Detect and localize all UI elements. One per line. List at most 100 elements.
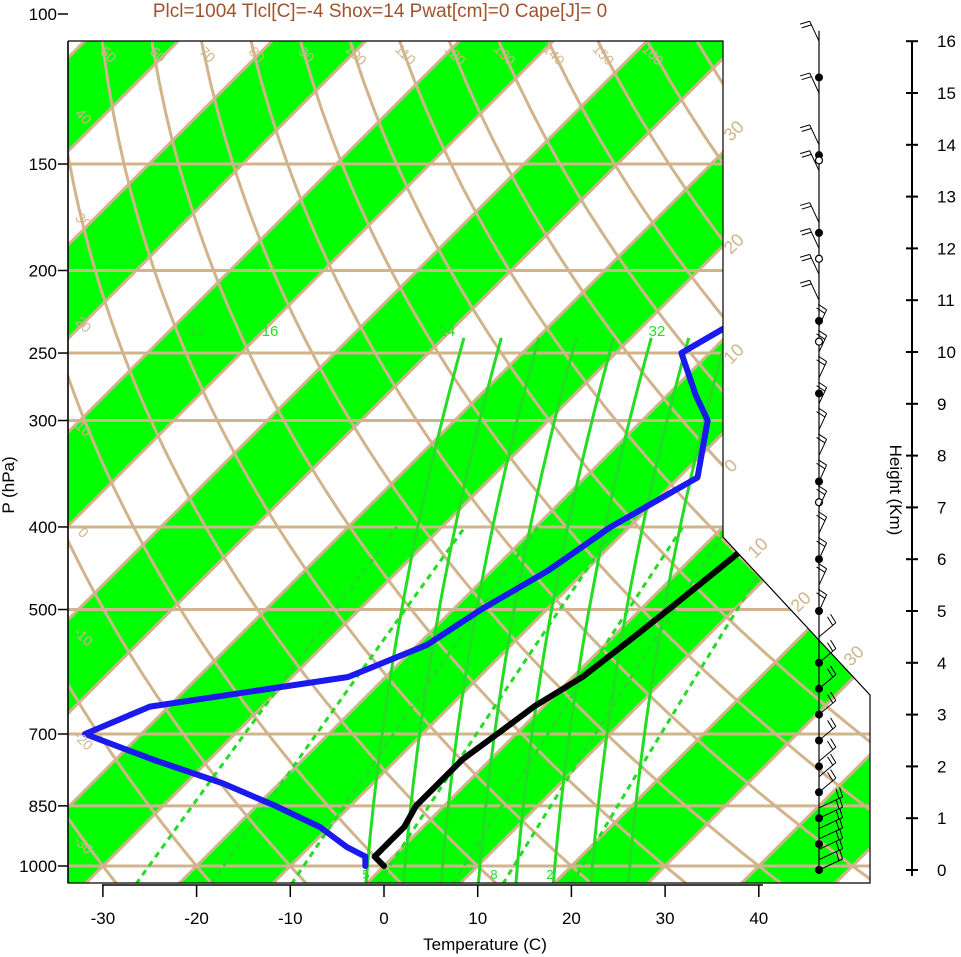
wind-barb-flag <box>839 849 844 860</box>
height-tick-label: 8 <box>937 447 946 466</box>
mixing-ratio-line <box>134 526 399 883</box>
green-band <box>68 41 663 883</box>
wind-barb <box>818 594 828 612</box>
moist-adiabat-line <box>551 337 653 883</box>
wind-barb-flag <box>799 20 810 25</box>
x-tick-label: 30 <box>656 909 675 928</box>
adiabat-label: 10 <box>744 534 772 562</box>
isotherm-line <box>68 41 383 883</box>
dry-adiabat-line <box>68 41 517 883</box>
wind-barb <box>818 413 828 430</box>
isotherm-line <box>68 41 289 883</box>
dry-adiabat-line <box>68 41 421 883</box>
x-tick-label: 20 <box>562 909 581 928</box>
wind-barb-flag <box>827 740 834 750</box>
wind-barb <box>809 124 820 146</box>
height-tick-label: 16 <box>937 32 956 51</box>
wind-barb-flag <box>827 694 834 704</box>
wind-barb-flag <box>801 153 812 158</box>
chart-title: Plcl=1004 Tlcl[C]=-4 Shox=14 Pwat[cm]=0 … <box>153 1 607 22</box>
height-tick-label: 15 <box>937 84 956 103</box>
wind-level-dot <box>815 389 823 398</box>
height-tick-label: 9 <box>937 395 946 414</box>
dry-adiabat-line <box>0 0 34 901</box>
wind-barb-flag <box>816 540 826 547</box>
wind-barb <box>818 335 828 353</box>
wind-barb-flag <box>801 257 812 262</box>
mixing-ratio-label: 12 <box>189 323 206 340</box>
wind-barb <box>818 837 843 850</box>
wind-barb-flag <box>830 613 837 624</box>
wind-barb-flag <box>817 511 827 518</box>
wind-level-circle <box>814 337 824 346</box>
dry-adiabat-line <box>188 41 806 883</box>
wind-barb-flag <box>839 797 844 808</box>
wind-barb-flag <box>817 459 827 466</box>
wind-barb-flag <box>799 72 810 77</box>
wind-barb-flag <box>817 588 827 596</box>
wind-barb <box>818 806 843 819</box>
mixing-ratio-line <box>501 526 729 883</box>
wind-barb <box>809 202 820 223</box>
wind-barb <box>818 516 828 534</box>
height-tick-label: 1 <box>937 809 946 828</box>
wind-barb-flag <box>839 828 844 839</box>
wind-barb-flag <box>827 642 834 652</box>
height-tick-label: 0 <box>937 861 946 880</box>
wind-barb-flag <box>830 691 837 701</box>
wind-barb-flag <box>799 279 810 284</box>
wind-level-circle <box>814 254 824 263</box>
wind-barb <box>818 361 828 379</box>
wind-barb-flag <box>830 665 837 675</box>
wind-barb <box>818 848 843 861</box>
isotherm-label: 150 <box>590 41 618 69</box>
wind-level-circle <box>814 156 824 165</box>
wind-barb-flag <box>835 830 840 841</box>
isotherm-line <box>628 41 870 883</box>
dry-adiabat-line <box>330 41 870 883</box>
y-tick-label: 150 <box>29 155 57 174</box>
y-tick-label: 250 <box>29 344 57 363</box>
dry-adiabat-line <box>471 41 870 883</box>
y-tick-label: 100 <box>29 5 57 24</box>
wind-barb-flag <box>816 462 826 470</box>
wind-barb-flag <box>801 76 812 81</box>
height-tick-label: 10 <box>937 343 956 362</box>
isotherm-line <box>0 0 7 901</box>
mixing-ratio-line <box>290 526 540 883</box>
wind-barb <box>818 387 828 405</box>
dry-adiabat-line <box>424 41 870 883</box>
mixing-ratio-label: 24 <box>439 323 456 340</box>
green-band <box>161 41 870 883</box>
wind-barb-flag <box>817 303 827 311</box>
wind-barb-flag <box>839 787 844 797</box>
wind-barb-flag <box>817 562 827 570</box>
dry-adiabat-line <box>68 41 325 883</box>
wind-barb-flag <box>827 616 834 626</box>
height-tick-label: 3 <box>937 706 946 725</box>
wind-barb-flag <box>817 407 827 414</box>
wind-barb-flag <box>835 809 840 820</box>
height-tick-label: 14 <box>937 136 956 155</box>
mixing-ratio-label: 2 <box>546 867 553 882</box>
wind-barb-flag <box>816 307 826 314</box>
wind-barb <box>818 568 828 586</box>
adiabat-label: 20 <box>787 588 815 616</box>
y-axis-title: P (hPa) <box>0 456 18 513</box>
wind-barb-flag <box>816 333 826 340</box>
wind-barb <box>818 439 828 456</box>
wind-barb-flag <box>830 753 837 763</box>
wind-barb <box>809 21 820 42</box>
x-tick-label: -20 <box>184 909 209 928</box>
moist-adiabat-line <box>401 337 503 883</box>
green-band <box>536 41 870 883</box>
wind-barb-flag <box>816 566 826 573</box>
adiabat-label: 30 <box>720 117 748 145</box>
wind-barb <box>818 490 828 508</box>
x-tick-label: -30 <box>91 909 116 928</box>
isotherm-line <box>68 41 870 883</box>
x-axis-title: Temperature (C) <box>423 935 547 954</box>
wind-barb-flag <box>830 769 837 779</box>
wind-barb-flag <box>816 385 826 392</box>
